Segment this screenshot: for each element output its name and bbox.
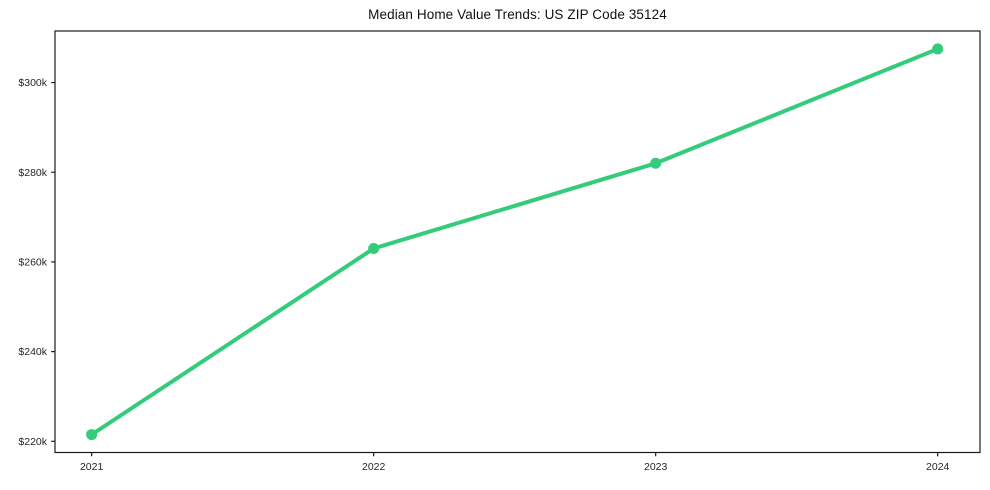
y-tick-label: $220k xyxy=(18,436,47,448)
chart-title: Median Home Value Trends: US ZIP Code 35… xyxy=(368,7,667,22)
y-tick-label: $260k xyxy=(18,257,47,269)
data-point-marker xyxy=(368,242,380,254)
y-tick-label: $300k xyxy=(18,77,47,89)
plot-border xyxy=(54,30,981,454)
trend-line xyxy=(89,46,940,437)
x-tick-label: 2021 xyxy=(80,461,104,473)
data-point-marker xyxy=(650,157,662,169)
y-tick-label: $240k xyxy=(18,346,47,358)
data-point-marker xyxy=(932,43,944,55)
x-tick-label: 2024 xyxy=(926,461,950,473)
x-tick-label: 2023 xyxy=(644,461,668,473)
data-point-marker xyxy=(86,429,98,441)
y-tick-label: $280k xyxy=(18,167,47,179)
x-tick-label: 2022 xyxy=(362,461,386,473)
